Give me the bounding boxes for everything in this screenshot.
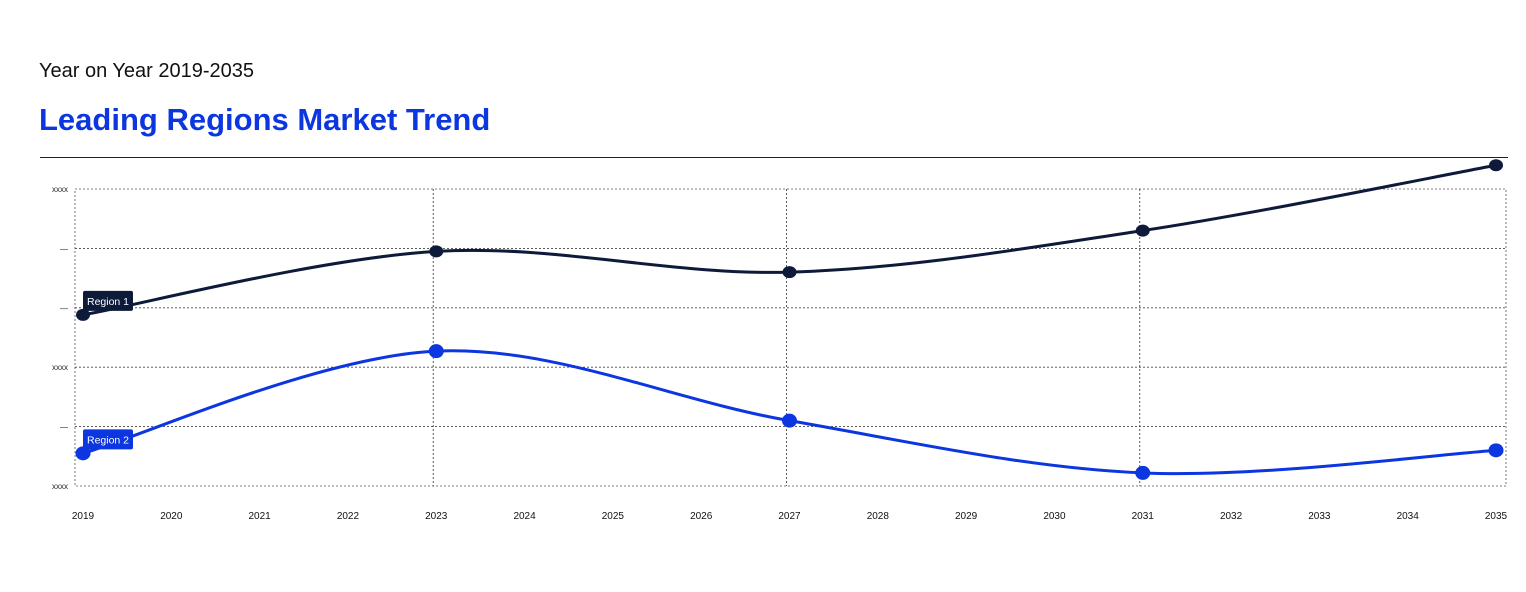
x-tick-label: 2029	[955, 511, 978, 522]
series-label-box	[83, 290, 133, 311]
data-point	[428, 344, 444, 359]
data-point	[782, 413, 797, 428]
data-point	[76, 308, 90, 321]
series-points	[75, 159, 1504, 480]
series-label-2: Region 2	[83, 429, 133, 450]
title-divider	[40, 157, 1508, 158]
data-point	[429, 245, 444, 258]
y-axis-ticks: xxxx — — xxxx — xxxx	[52, 185, 68, 491]
x-tick-label: 2026	[690, 511, 713, 522]
x-tick-label: 2028	[867, 511, 890, 522]
chart-grid	[74, 188, 1507, 487]
series-line-2	[81, 349, 1498, 476]
x-tick-label: 2019	[72, 511, 95, 522]
x-tick-label: 2021	[249, 511, 272, 522]
x-axis-ticks: 2019 2020 2021 2022 2023 2024 2025 2026 2027 2028…	[72, 511, 1508, 522]
x-tick-label: 2025	[602, 511, 625, 522]
x-tick-label: 2027	[778, 511, 801, 522]
y-tick-label: xxxx	[52, 482, 68, 491]
series-label-1: Region 1	[83, 290, 133, 311]
series-line-1	[81, 163, 1498, 317]
chart-title: Leading Regions Market Trend	[39, 102, 491, 137]
x-tick-label: 2030	[1043, 511, 1066, 522]
x-tick-label: 2031	[1132, 511, 1155, 522]
x-tick-label: 2035	[1485, 511, 1508, 522]
data-point	[1135, 224, 1150, 237]
series-labels: Region 1 Region 2	[83, 290, 133, 450]
data-point	[75, 446, 91, 461]
data-point	[782, 266, 797, 279]
series-label-box	[83, 429, 133, 450]
x-tick-label: 2033	[1308, 511, 1331, 522]
x-tick-label: 2022	[337, 511, 360, 522]
x-tick-label: 2020	[160, 511, 183, 522]
data-point	[1488, 443, 1504, 458]
series-label-text: Region 2	[87, 434, 129, 446]
series-label-text: Region 1	[87, 296, 129, 308]
y-tick-label: —	[60, 423, 68, 432]
data-point	[1135, 465, 1151, 480]
y-tick-label: xxxx	[52, 363, 68, 372]
y-tick-label: xxxx	[52, 185, 68, 194]
x-tick-label: 2032	[1220, 511, 1243, 522]
x-tick-label: 2023	[425, 511, 448, 522]
plot-frame	[74, 188, 1507, 487]
y-tick-label: —	[60, 244, 68, 253]
y-tick-label: —	[60, 304, 68, 313]
data-point	[1489, 159, 1503, 172]
x-tick-label: 2024	[513, 511, 536, 522]
x-tick-label: 2034	[1397, 511, 1420, 522]
chart-subtitle: Year on Year 2019-2035	[39, 60, 255, 82]
